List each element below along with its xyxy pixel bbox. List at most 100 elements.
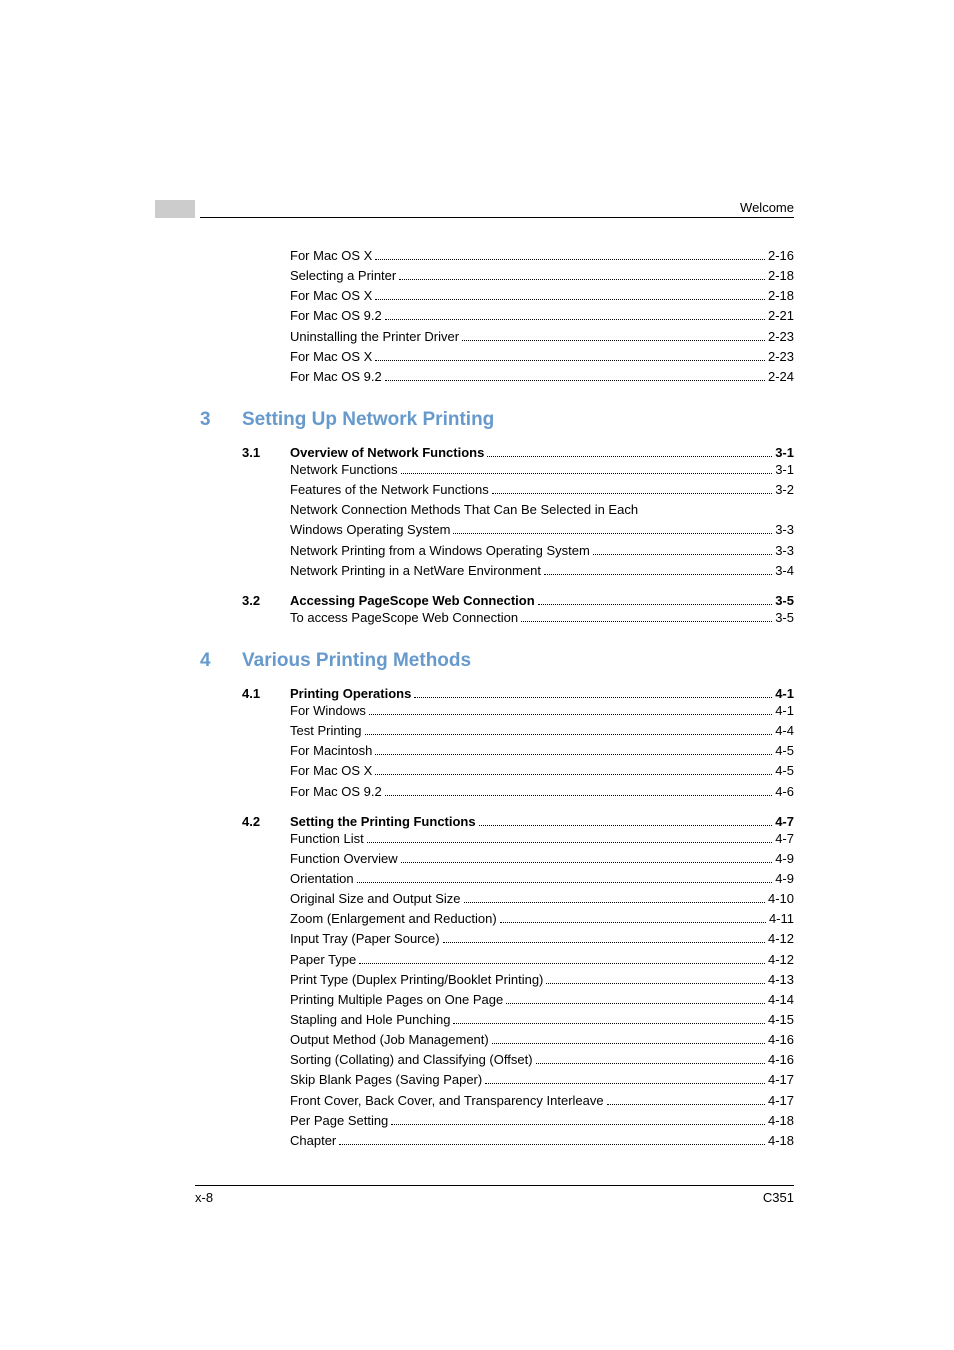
toc-page: 4-5: [775, 741, 794, 761]
toc-leader: [536, 1063, 765, 1064]
toc-leader: [375, 299, 765, 300]
section-page: 4-7: [775, 814, 794, 829]
toc-leader: [385, 319, 765, 320]
toc-entry: For Mac OS X 4-5: [290, 761, 794, 781]
toc-page: 2-18: [768, 266, 794, 286]
header-text: Welcome: [740, 200, 794, 215]
section-title-line: Overview of Network Functions 3-1: [290, 445, 794, 460]
toc-entry: Zoom (Enlargement and Reduction) 4-11: [290, 909, 794, 929]
toc-page: 4-16: [768, 1050, 794, 1070]
toc-label: For Macintosh: [290, 741, 372, 761]
toc-entry: Skip Blank Pages (Saving Paper) 4-17: [290, 1070, 794, 1090]
section-label: Overview of Network Functions: [290, 445, 484, 460]
toc-entry: Per Page Setting 4-18: [290, 1111, 794, 1131]
toc-container: For Mac OS X 2-16Selecting a Printer 2-1…: [290, 246, 794, 1151]
toc-page: 4-17: [768, 1070, 794, 1090]
toc-entry: To access PageScope Web Connection 3-5: [290, 608, 794, 628]
toc-page: 3-5: [775, 608, 794, 628]
footer-right: C351: [763, 1190, 794, 1205]
toc-label: Network Functions: [290, 460, 398, 480]
toc-label: Uninstalling the Printer Driver: [290, 327, 459, 347]
section-page: 3-5: [775, 593, 794, 608]
toc-leader: [492, 493, 773, 494]
chapter-title: Various Printing Methods: [242, 650, 471, 672]
toc-leader: [546, 983, 765, 984]
toc-entry: Paper Type 4-12: [290, 950, 794, 970]
toc-leader: [544, 574, 772, 575]
toc-label: To access PageScope Web Connection: [290, 608, 518, 628]
toc-leader: [492, 1043, 765, 1044]
toc-label: Sorting (Collating) and Classifying (Off…: [290, 1050, 533, 1070]
chapter-number: 3: [200, 409, 242, 431]
toc-label: Zoom (Enlargement and Reduction): [290, 909, 497, 929]
toc-entry: Input Tray (Paper Source) 4-12: [290, 929, 794, 949]
toc-page: 4-12: [768, 950, 794, 970]
toc-label: Function Overview: [290, 849, 398, 869]
toc-leader: [485, 1083, 765, 1084]
toc-entry: Orientation 4-9: [290, 869, 794, 889]
toc-page: 4-18: [768, 1111, 794, 1131]
toc-page: 3-3: [775, 520, 794, 540]
toc-label: For Mac OS X: [290, 347, 372, 367]
toc-label: Network Connection Methods That Can Be S…: [290, 500, 638, 520]
toc-leader: [375, 774, 772, 775]
toc-page: 4-6: [775, 782, 794, 802]
toc-entry: Original Size and Output Size 4-10: [290, 889, 794, 909]
section-page: 3-1: [775, 445, 794, 460]
chapter-title: Setting Up Network Printing: [242, 409, 494, 431]
toc-leader: [462, 340, 765, 341]
toc-page: 2-18: [768, 286, 794, 306]
toc-page: 4-10: [768, 889, 794, 909]
toc-page: 2-16: [768, 246, 794, 266]
toc-label: Test Printing: [290, 721, 362, 741]
toc-entry: For Mac OS 9.2 2-21: [290, 306, 794, 326]
toc-page: 4-9: [775, 849, 794, 869]
toc-page: 4-1: [775, 701, 794, 721]
section-title-line: Printing Operations 4-1: [290, 686, 794, 701]
toc-leader: [401, 473, 773, 474]
toc-entry: Features of the Network Functions 3-2: [290, 480, 794, 500]
toc-label: Front Cover, Back Cover, and Transparenc…: [290, 1091, 604, 1111]
toc-entry: For Mac OS 9.2 4-6: [290, 782, 794, 802]
toc-label: Function List: [290, 829, 364, 849]
toc-page: 4-18: [768, 1131, 794, 1151]
toc-label: Printing Multiple Pages on One Page: [290, 990, 503, 1010]
toc-leader: [593, 554, 772, 555]
page-footer: x-8 C351: [195, 1185, 794, 1205]
toc-leader: [487, 456, 772, 457]
toc-page: 4-5: [775, 761, 794, 781]
toc-page: 4-13: [768, 970, 794, 990]
section-heading: 3.1Overview of Network Functions 3-1: [242, 445, 794, 460]
toc-leader: [464, 902, 765, 903]
toc-label: Paper Type: [290, 950, 356, 970]
toc-label: Orientation: [290, 869, 354, 889]
toc-page: 3-3: [775, 541, 794, 561]
toc-leader: [401, 862, 773, 863]
toc-entry: Chapter 4-18: [290, 1131, 794, 1151]
toc-entry: Network Printing in a NetWare Environmen…: [290, 561, 794, 581]
toc-leader: [391, 1124, 765, 1125]
section-heading: 4.2Setting the Printing Functions 4-7: [242, 814, 794, 829]
toc-leader: [339, 1144, 765, 1145]
toc-leader: [357, 882, 773, 883]
toc-leader: [399, 279, 765, 280]
section-title-line: Accessing PageScope Web Connection 3-5: [290, 593, 794, 608]
toc-label: Original Size and Output Size: [290, 889, 461, 909]
toc-page: 2-23: [768, 327, 794, 347]
toc-label: Chapter: [290, 1131, 336, 1151]
toc-leader: [506, 1003, 765, 1004]
toc-label: Print Type (Duplex Printing/Booklet Prin…: [290, 970, 543, 990]
section-number: 3.1: [242, 445, 290, 460]
section-page: 4-1: [775, 686, 794, 701]
toc-leader: [375, 754, 772, 755]
toc-page: 4-11: [769, 909, 794, 929]
section-heading: 4.1Printing Operations 4-1: [242, 686, 794, 701]
toc-leader: [385, 795, 772, 796]
toc-label: For Mac OS X: [290, 286, 372, 306]
toc-entry: Sorting (Collating) and Classifying (Off…: [290, 1050, 794, 1070]
toc-label: For Windows: [290, 701, 366, 721]
toc-entry: Selecting a Printer 2-18: [290, 266, 794, 286]
section-heading: 3.2Accessing PageScope Web Connection 3-…: [242, 593, 794, 608]
toc-page: 4-17: [768, 1091, 794, 1111]
toc-leader: [359, 963, 765, 964]
